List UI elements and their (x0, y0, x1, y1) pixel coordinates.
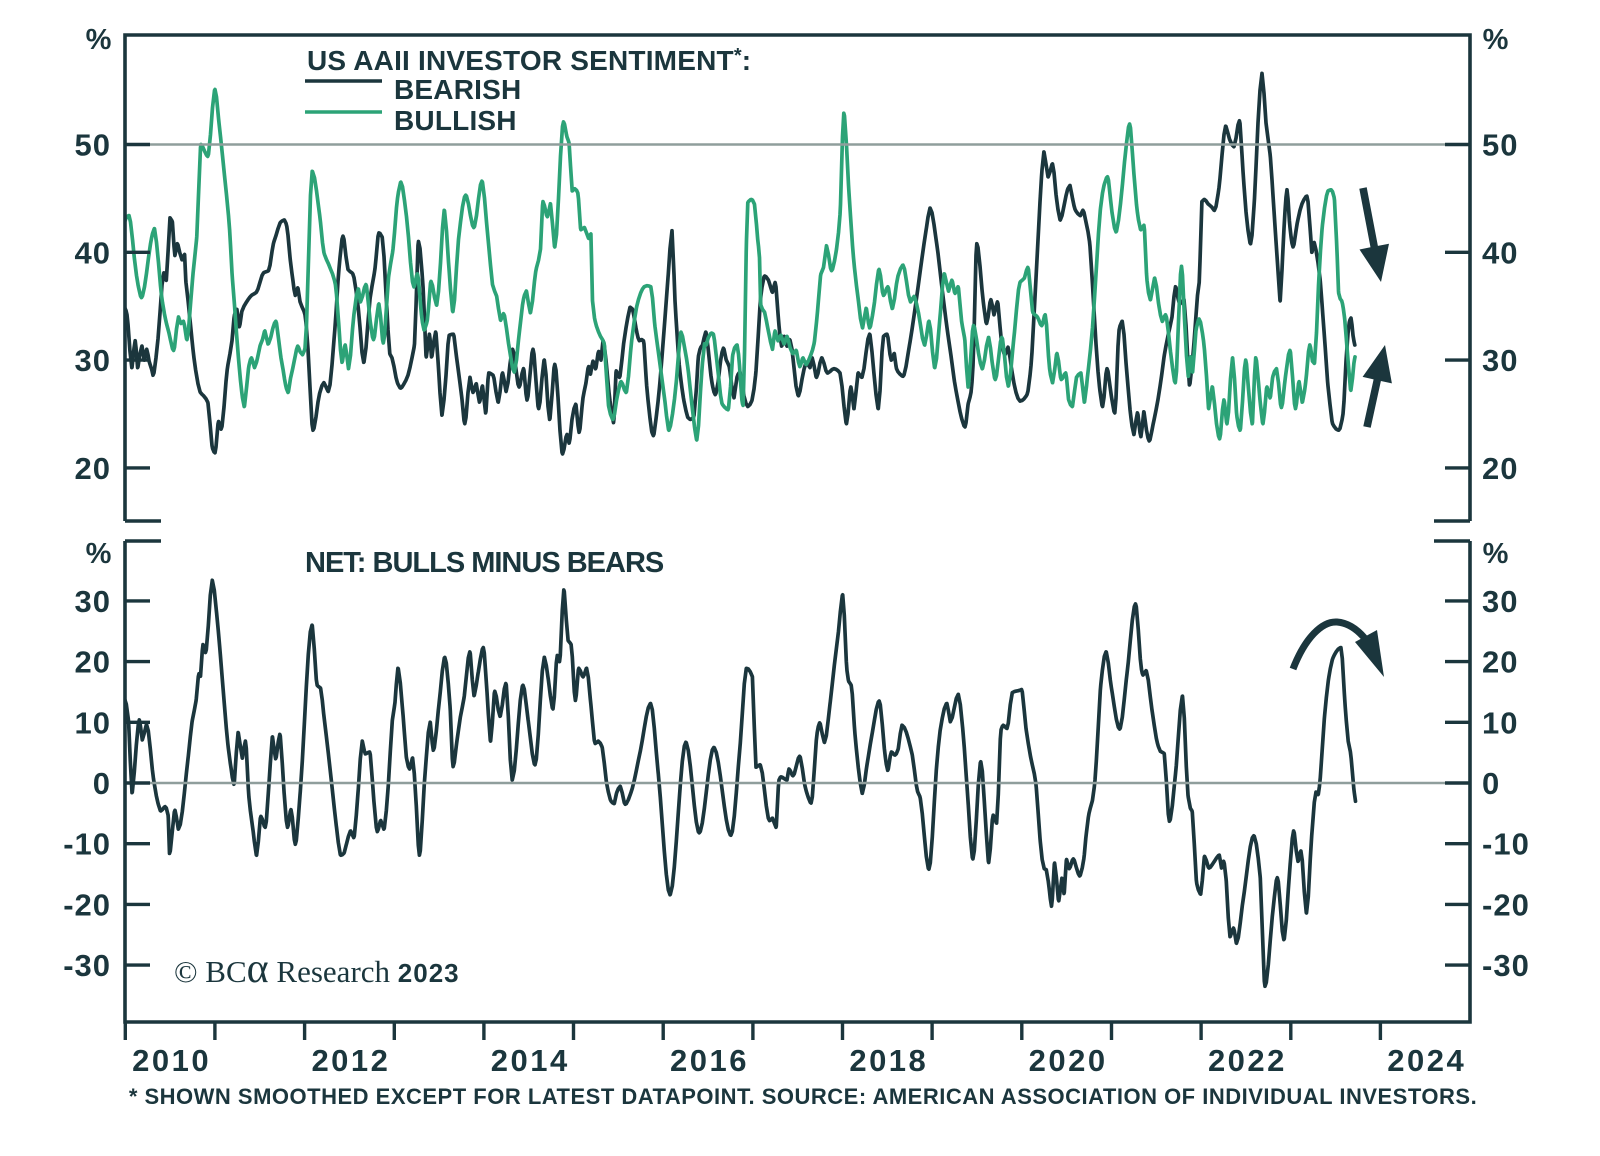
svg-text:20: 20 (1482, 451, 1518, 486)
svg-text:NET: BULLS MINUS BEARS: NET: BULLS MINUS BEARS (305, 547, 664, 579)
svg-text:-20: -20 (63, 887, 111, 922)
svg-text:0: 0 (93, 766, 111, 801)
svg-text:BEARISH: BEARISH (394, 74, 521, 105)
svg-text:30: 30 (75, 584, 111, 619)
svg-text:30: 30 (1482, 343, 1518, 378)
svg-text:0: 0 (1482, 766, 1500, 801)
svg-text:2020: 2020 (1029, 1043, 1108, 1078)
svg-text:2014: 2014 (491, 1043, 570, 1078)
svg-text:50: 50 (1482, 128, 1518, 163)
svg-text:* SHOWN SMOOTHED EXCEPT FOR LA: * SHOWN SMOOTHED EXCEPT FOR LATEST DATAP… (129, 1084, 1477, 1109)
svg-text:© BCα Research 2023: © BCα Research 2023 (174, 946, 460, 992)
svg-text:20: 20 (1482, 645, 1518, 680)
svg-text:20: 20 (75, 451, 111, 486)
svg-text:2010: 2010 (132, 1043, 211, 1078)
svg-text:2024: 2024 (1387, 1043, 1466, 1078)
svg-text:50: 50 (75, 128, 111, 163)
svg-text:%: % (86, 24, 113, 56)
svg-text:20: 20 (75, 645, 111, 680)
svg-text:%: % (1483, 538, 1510, 570)
svg-text:2018: 2018 (849, 1043, 928, 1078)
svg-text:-10: -10 (63, 827, 111, 862)
svg-text:30: 30 (75, 343, 111, 378)
svg-text:40: 40 (75, 235, 111, 270)
svg-text:%: % (1483, 24, 1510, 56)
svg-text:%: % (86, 538, 113, 570)
svg-text:-30: -30 (63, 948, 111, 983)
svg-text:10: 10 (1482, 705, 1518, 740)
svg-text:10: 10 (75, 705, 111, 740)
svg-text:2016: 2016 (670, 1043, 749, 1078)
svg-text:30: 30 (1482, 584, 1518, 619)
svg-text:US AAII INVESTOR SENTIMENT*:: US AAII INVESTOR SENTIMENT*: (307, 45, 751, 76)
svg-text:-10: -10 (1482, 827, 1530, 862)
svg-text:2022: 2022 (1208, 1043, 1287, 1078)
svg-text:-20: -20 (1482, 887, 1530, 922)
svg-text:BULLISH: BULLISH (394, 105, 517, 136)
svg-text:-30: -30 (1482, 948, 1530, 983)
svg-text:40: 40 (1482, 235, 1518, 270)
svg-text:2012: 2012 (311, 1043, 390, 1078)
